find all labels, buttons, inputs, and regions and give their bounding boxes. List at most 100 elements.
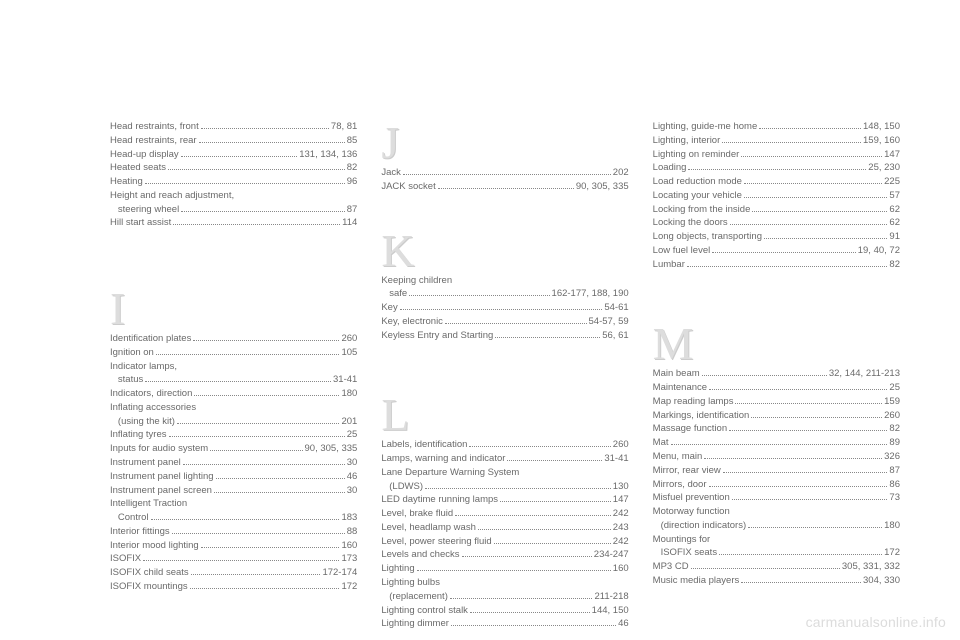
leader-dots bbox=[744, 190, 888, 198]
leader-dots bbox=[741, 575, 861, 583]
index-entry-label: Locking from the inside bbox=[653, 203, 751, 217]
index-entry-pages: 130 bbox=[613, 480, 629, 494]
leader-dots bbox=[199, 135, 345, 143]
leader-dots bbox=[145, 176, 345, 184]
index-entry: (replacement)211-218 bbox=[381, 590, 628, 604]
index-entry: Long objects, transporting 91 bbox=[653, 230, 900, 244]
leader-dots bbox=[759, 121, 861, 129]
index-entry-label: Massage function bbox=[653, 422, 727, 436]
index-entry-pages: 242 bbox=[613, 507, 629, 521]
index-entry: Keyless Entry and Starting56, 61 bbox=[381, 329, 628, 343]
index-entry-pages: 62 bbox=[889, 216, 900, 230]
spacer bbox=[381, 194, 628, 228]
index-entry-pages: 225 bbox=[884, 175, 900, 189]
index-entry-pages: 73 bbox=[889, 491, 900, 505]
index-entry-pages: 30 bbox=[347, 456, 358, 470]
index-entry-pages: 260 bbox=[884, 409, 900, 423]
index-entry-label: Lane Departure Warning System bbox=[381, 466, 519, 480]
index-entry-pages: 56, 61 bbox=[602, 329, 628, 343]
index-entry-pages: 160 bbox=[613, 562, 629, 576]
index-entry-label: ISOFIX bbox=[110, 552, 141, 566]
leader-dots bbox=[181, 203, 345, 211]
index-entry-label: safe bbox=[381, 287, 407, 301]
index-entry-pages: 162-177, 188, 190 bbox=[552, 287, 629, 301]
leader-dots bbox=[190, 581, 340, 589]
index-entry-label: Head restraints, front bbox=[110, 120, 199, 134]
index-entry-label: Mountings for bbox=[653, 533, 711, 547]
index-entry-pages: 91 bbox=[889, 230, 900, 244]
index-entry-pages: 114 bbox=[342, 216, 357, 230]
index-entry-pages: 96 bbox=[347, 175, 358, 189]
index-entry-pages: 234-247 bbox=[594, 548, 629, 562]
leader-dots bbox=[191, 567, 321, 575]
index-entry: MP3 CD305, 331, 332 bbox=[653, 560, 900, 574]
index-entry: Head restraints, rear85 bbox=[110, 134, 357, 148]
index-entry: Ignition on105 bbox=[110, 346, 357, 360]
index-entry: Height and reach adjustment, bbox=[110, 189, 357, 203]
index-page: Head restraints, front 78, 81Head restrai… bbox=[0, 0, 960, 640]
index-entry: Control183 bbox=[110, 511, 357, 525]
index-entry-pages: 147 bbox=[884, 148, 900, 162]
leader-dots bbox=[156, 347, 340, 355]
index-entry-label: Instrument panel bbox=[110, 456, 181, 470]
index-entry-label: Lighting bbox=[381, 562, 414, 576]
index-entry: Locating your vehicle57 bbox=[653, 189, 900, 203]
index-entry: steering wheel87 bbox=[110, 203, 357, 217]
index-entry: Lighting dimmer46 bbox=[381, 617, 628, 631]
index-entry-pages: 183 bbox=[341, 511, 357, 525]
index-entry-pages: 46 bbox=[618, 617, 629, 631]
index-entry: Lane Departure Warning System bbox=[381, 466, 628, 480]
leader-dots bbox=[425, 481, 611, 489]
index-entry: Loading25, 230 bbox=[653, 161, 900, 175]
leader-dots bbox=[709, 478, 888, 486]
index-entry-pages: 30 bbox=[347, 484, 358, 498]
leader-dots bbox=[445, 316, 587, 324]
index-entry: Main beam32, 144, 211-213 bbox=[653, 367, 900, 381]
index-entry-label: Identification plates bbox=[110, 332, 191, 346]
index-entry-pages: 89 bbox=[889, 436, 900, 450]
index-entry: Instrument panel screen30 bbox=[110, 484, 357, 498]
leader-dots bbox=[730, 217, 888, 225]
index-entry-label: Motorway function bbox=[653, 505, 730, 519]
index-entry-label: Hill start assist bbox=[110, 216, 171, 230]
index-entry: Level, power steering fluid242 bbox=[381, 535, 628, 549]
index-entry: (LDWS)130 bbox=[381, 480, 628, 494]
spacer bbox=[653, 271, 900, 321]
index-entry: Lighting, interior159, 160 bbox=[653, 134, 900, 148]
index-entry: Motorway function bbox=[653, 505, 900, 519]
leader-dots bbox=[712, 245, 856, 253]
index-entry-pages: 78, 81 bbox=[331, 120, 357, 134]
index-entry-pages: 88 bbox=[347, 525, 358, 539]
index-entry-label: Lighting, interior bbox=[653, 134, 721, 148]
index-entry: Interior mood lighting160 bbox=[110, 539, 357, 553]
leader-dots bbox=[201, 539, 340, 547]
leader-dots bbox=[704, 451, 882, 459]
index-entry: Heated seats82 bbox=[110, 161, 357, 175]
index-entry-label: Long objects, transporting bbox=[653, 230, 762, 244]
index-entry-pages: 31-41 bbox=[604, 452, 628, 466]
column-1: Head restraints, front 78, 81Head restrai… bbox=[110, 120, 357, 631]
index-entry: (direction indicators)180 bbox=[653, 519, 900, 533]
index-entry: safe 162-177, 188, 190 bbox=[381, 287, 628, 301]
leader-dots bbox=[143, 553, 339, 561]
index-entry: Levels and checks234-247 bbox=[381, 548, 628, 562]
index-entry-label: Map reading lamps bbox=[653, 395, 734, 409]
index-entry: Keeping children bbox=[381, 274, 628, 288]
index-entry: Inflating accessories bbox=[110, 401, 357, 415]
index-entry: Massage function82 bbox=[653, 422, 900, 436]
index-entry-label: Labels, identification bbox=[381, 438, 467, 452]
index-entry-label: Head-up display bbox=[110, 148, 179, 162]
index-entry-pages: 159 bbox=[884, 395, 900, 409]
index-entry-pages: 160 bbox=[341, 539, 357, 553]
leader-dots bbox=[478, 522, 611, 530]
section-letter-l: L bbox=[381, 392, 628, 438]
index-entry: Heating96 bbox=[110, 175, 357, 189]
index-entry: JACK socket90, 305, 335 bbox=[381, 180, 628, 194]
leader-dots bbox=[691, 561, 840, 569]
index-entry-pages: 202 bbox=[613, 166, 629, 180]
leader-dots bbox=[741, 148, 882, 156]
index-entry-label: Lighting on reminder bbox=[653, 148, 740, 162]
index-entry: ISOFIX child seats172-174 bbox=[110, 566, 357, 580]
leader-dots bbox=[409, 288, 549, 296]
index-entry: Lighting control stalk144, 150 bbox=[381, 604, 628, 618]
